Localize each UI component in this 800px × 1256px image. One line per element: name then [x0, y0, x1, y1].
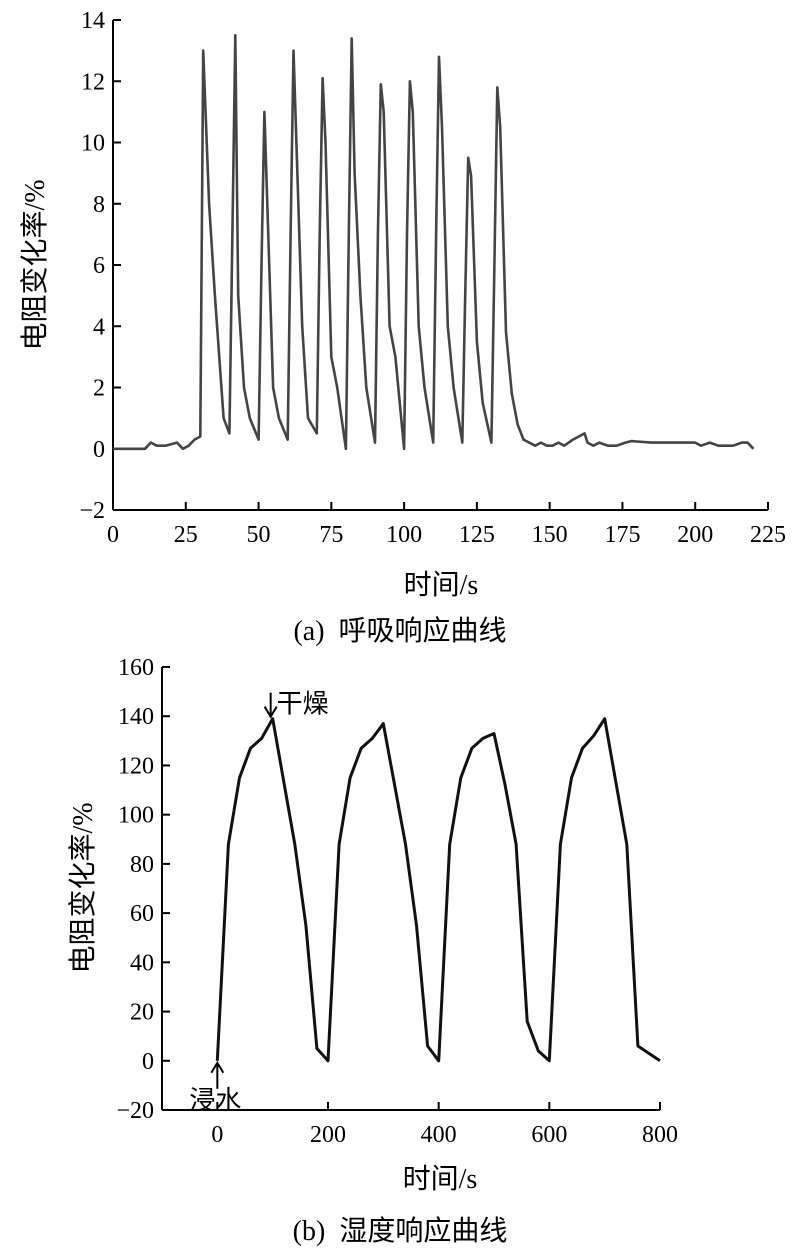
x-tick-label: 175: [604, 522, 640, 548]
y-tick-label: 2: [93, 376, 105, 402]
y-tick-label: 6: [93, 253, 105, 279]
y-tick-label: 0: [142, 1049, 154, 1075]
y-tick-label: 40: [130, 950, 154, 976]
y-tick-label: 8: [93, 192, 105, 218]
x-tick-label: 800: [642, 1122, 678, 1148]
x-tick-label: 125: [459, 522, 495, 548]
y-tick-label: 0: [93, 437, 105, 463]
y-tick-label: 80: [130, 852, 154, 878]
chart-b-caption: (b) 湿度响应曲线: [293, 1215, 508, 1247]
x-tick-label: 0: [107, 522, 119, 548]
y-tick-label: 12: [81, 69, 105, 95]
chart-b-ticklabels: 0 200 400 600 800 −20 0 20 40 60 80 100 120 140 160: [116, 655, 678, 1148]
chart-b-ylabel: 电阻变化率/%: [67, 802, 99, 973]
y-tick-label: −2: [79, 498, 105, 524]
y-tick-label: 120: [118, 753, 154, 779]
x-tick-label: 25: [174, 522, 198, 548]
annotation-label: 浸水: [189, 1086, 241, 1116]
x-tick-label: 50: [247, 522, 271, 548]
y-tick-label: −20: [116, 1098, 154, 1124]
x-tick-label: 600: [531, 1122, 567, 1148]
x-tick-label: 200: [677, 522, 713, 548]
x-tick-label: 100: [386, 522, 422, 548]
chart-a-line: [113, 34, 755, 451]
y-tick-label: 10: [81, 131, 105, 157]
x-tick-label: 75: [319, 522, 343, 548]
x-tick-label: 200: [310, 1122, 346, 1148]
y-tick-label: 160: [118, 655, 154, 681]
chart-b-line: [215, 717, 661, 1063]
chart-a-xlabel: 时间/s: [404, 569, 479, 601]
chart-a-caption: (a) 呼吸响应曲线: [293, 615, 506, 647]
chart-b-ticks: [161, 666, 661, 1111]
y-tick-label: 20: [130, 1000, 154, 1026]
y-tick-label: 140: [118, 704, 154, 730]
y-tick-label: 100: [118, 803, 154, 829]
y-tick-label: 14: [81, 8, 105, 34]
chart-a-ylabel: 电阻变化率/%: [19, 179, 51, 350]
y-tick-label: 60: [130, 901, 154, 927]
x-tick-label: 225: [750, 522, 786, 548]
x-tick-label: 0: [211, 1122, 223, 1148]
annotation-label: 干燥: [277, 690, 329, 720]
x-tick-label: 400: [421, 1122, 457, 1148]
annotation-arrowhead: [210, 1060, 225, 1074]
chart-b-xlabel: 时间/s: [403, 1163, 478, 1195]
x-tick-label: 150: [532, 522, 568, 548]
annotation-arrowhead: [263, 706, 278, 719]
y-tick-label: 4: [93, 314, 105, 340]
chart-b: 0 200 400 600 800 −20 0 20 40 60 80 100 120 140 160 干燥…: [67, 655, 678, 1247]
